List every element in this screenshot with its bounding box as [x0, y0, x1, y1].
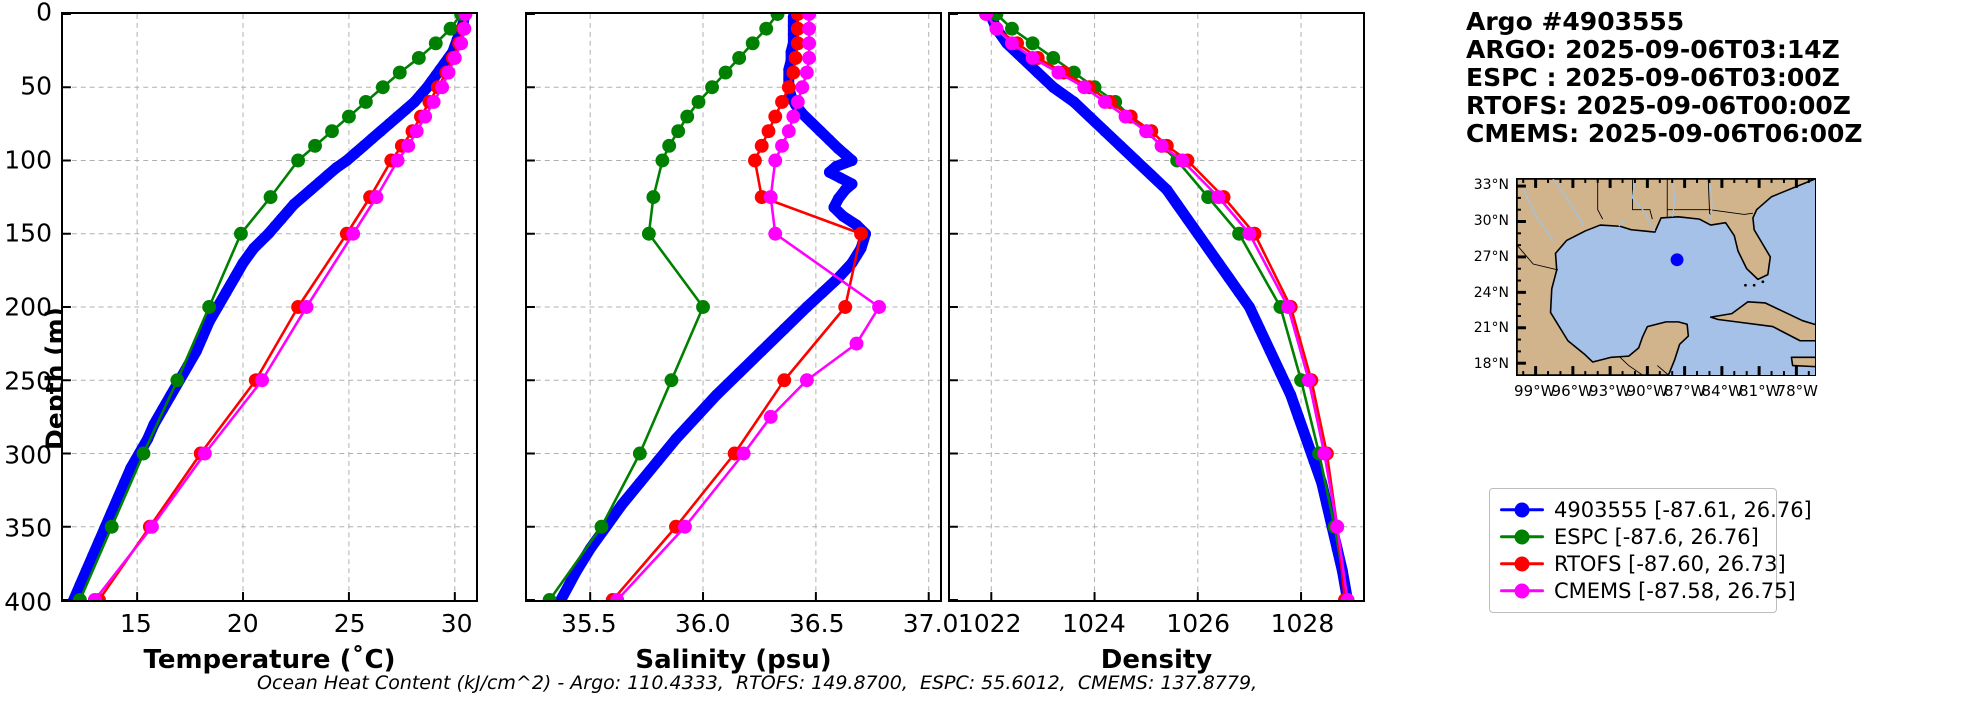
temperature-axis-label: Temperature (˚C): [143, 645, 396, 675]
legend-swatch-cmems: [1500, 582, 1544, 600]
depth-ytick: 300: [4, 440, 52, 469]
map-lat-tick: 21°N: [1473, 320, 1509, 337]
legend-label: RTOFS [-87.60, 26.73]: [1554, 551, 1786, 576]
legend-marker-icon: [1514, 502, 1530, 517]
map-lon-tick: 90°W: [1626, 382, 1668, 400]
legend-marker-icon: [1514, 529, 1530, 544]
float-info-header: Argo #4903555 ARGO: 2025-09-06T03:14Z ES…: [1466, 7, 1863, 148]
legend-item-argo[interactable]: 4903555 [-87.61, 26.76]: [1500, 496, 1812, 523]
temperature-plot-svg: [63, 14, 476, 600]
salinity-panel: Salinity (psu) 35.5 36.0 36.5 37.0: [525, 12, 958, 675]
salinity-xtick: 37.0: [902, 609, 959, 638]
temperature-plot-area: [61, 12, 478, 602]
map-lat-tick: 27°N: [1473, 248, 1509, 265]
map-lon-tick: 84°W: [1701, 382, 1743, 400]
legend-swatch-rtofs: [1500, 555, 1544, 573]
legend-item-cmems[interactable]: CMEMS [-87.58, 26.75]: [1500, 577, 1796, 604]
depth-ytick: 100: [4, 145, 52, 174]
legend-swatch-argo: [1500, 501, 1544, 519]
depth-ytick: 150: [4, 218, 52, 248]
density-axis-label: Density: [1100, 645, 1213, 675]
salinity-axis-label: Salinity (psu): [635, 645, 832, 675]
map-frame: [1516, 178, 1816, 376]
density-plot-svg: [950, 14, 1363, 600]
location-map: 33°N 30°N 27°N 24°N 21°N 18°N 99°W 96°W 93°W 90°…: [1474, 177, 1818, 400]
legend-marker-icon: [1514, 583, 1530, 598]
density-xtick: 1028: [1270, 609, 1335, 638]
density-xtick: 1022: [957, 609, 1022, 638]
map-lon-tick: 96°W: [1551, 382, 1593, 400]
depth-ytick: 200: [4, 292, 52, 322]
map-lat-tick: 24°N: [1473, 284, 1509, 301]
salinity-plot-svg: [527, 14, 940, 600]
depth-ytick: 0: [36, 0, 52, 27]
legend-label: 4903555 [-87.61, 26.76]: [1554, 497, 1812, 522]
map-lat-tick: 30°N: [1473, 212, 1509, 229]
ocean-heat-content-note: Ocean Heat Content (kJ/cm^2) - Argo: 110…: [257, 672, 1258, 694]
series-legend: 4903555 [-87.61, 26.76] ESPC [-87.6, 26.7…: [1489, 488, 1812, 613]
map-lon-tick: 81°W: [1739, 382, 1781, 400]
map-svg: [1517, 179, 1815, 375]
legend-swatch-espc: [1500, 528, 1544, 546]
legend-item-espc[interactable]: ESPC [-87.6, 26.76]: [1500, 523, 1766, 550]
depth-ytick: 400: [4, 587, 52, 617]
salinity-plot-area: [525, 12, 942, 602]
density-xtick: 1026: [1166, 609, 1230, 638]
map-lat-tick: 18°N: [1473, 356, 1509, 373]
legend-item-rtofs[interactable]: RTOFS [-87.60, 26.73]: [1500, 550, 1786, 577]
density-panel: Density 1022 1024 1026 1028: [948, 12, 1365, 675]
temperature-xtick: 15: [119, 609, 152, 638]
density-plot-area: [948, 12, 1365, 602]
map-lon-tick: 93°W: [1589, 382, 1631, 400]
depth-ytick: 250: [4, 366, 52, 396]
temperature-xtick: 30: [440, 609, 473, 638]
salinity-xtick: 36.5: [788, 609, 845, 638]
map-lon-tick: 87°W: [1664, 382, 1706, 400]
depth-ytick: 350: [4, 513, 52, 543]
legend-marker-icon: [1514, 556, 1530, 571]
map-lon-tick: 99°W: [1514, 382, 1556, 400]
legend-label: CMEMS [-87.58, 26.75]: [1554, 578, 1796, 603]
density-xtick: 1024: [1062, 609, 1126, 638]
temperature-xtick: 20: [226, 609, 259, 638]
depth-ytick: 50: [20, 71, 52, 101]
salinity-xtick: 35.5: [560, 609, 617, 638]
map-lat-tick: 33°N: [1473, 177, 1509, 194]
map-lon-tick: 78°W: [1776, 382, 1818, 400]
temperature-xtick: 25: [333, 609, 366, 638]
legend-label: ESPC [-87.6, 26.76]: [1554, 524, 1759, 549]
temperature-panel: Depth (m) Temperature (˚C) 15 20 25 30 0 50 10…: [4, 0, 478, 675]
salinity-xtick: 36.0: [674, 609, 731, 638]
